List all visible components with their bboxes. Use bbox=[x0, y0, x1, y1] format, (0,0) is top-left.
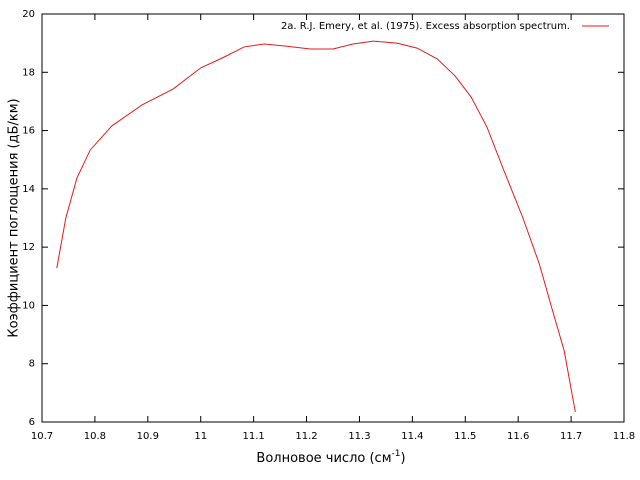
legend-label: 2a. R.J. Emery, et al. (1975). Excess ab… bbox=[281, 21, 570, 32]
x-label-main: Волновое число (см bbox=[256, 451, 391, 466]
y-tick-label: 18 bbox=[22, 67, 35, 78]
x-tick-label: 11.7 bbox=[560, 431, 582, 442]
y-tick-label: 8 bbox=[29, 359, 35, 370]
x-tick-label: 11.8 bbox=[613, 431, 635, 442]
x-label-sup: -1 bbox=[392, 449, 401, 459]
y-axis-label: Коэффициент поглощения (дБ/км) bbox=[7, 98, 22, 337]
y-tick-label: 6 bbox=[29, 417, 35, 428]
x-tick-label: 11.1 bbox=[243, 431, 265, 442]
data-line bbox=[56, 40, 576, 413]
x-axis-label: Волновое число (см-1) bbox=[256, 449, 405, 466]
y-tick-label: 14 bbox=[22, 184, 35, 195]
x-tick-label: 10.7 bbox=[31, 431, 53, 442]
x-tick-label: 11.6 bbox=[507, 431, 529, 442]
y-tick-label: 16 bbox=[22, 126, 35, 137]
y-tick-label: 10 bbox=[22, 300, 35, 311]
x-tick-label: 11.5 bbox=[454, 431, 476, 442]
plot-frame bbox=[41, 13, 625, 423]
x-label-end: ) bbox=[400, 451, 405, 466]
x-tick-label: 11.3 bbox=[348, 431, 370, 442]
y-tick-label: 20 bbox=[22, 9, 35, 20]
x-tick-label: 11 bbox=[194, 431, 207, 442]
x-tick-label: 10.9 bbox=[137, 431, 159, 442]
y-tick-label: 12 bbox=[22, 242, 35, 253]
x-tick-label: 11.2 bbox=[295, 431, 317, 442]
x-tick-label: 10.8 bbox=[84, 431, 106, 442]
x-tick-label: 11.4 bbox=[401, 431, 423, 442]
